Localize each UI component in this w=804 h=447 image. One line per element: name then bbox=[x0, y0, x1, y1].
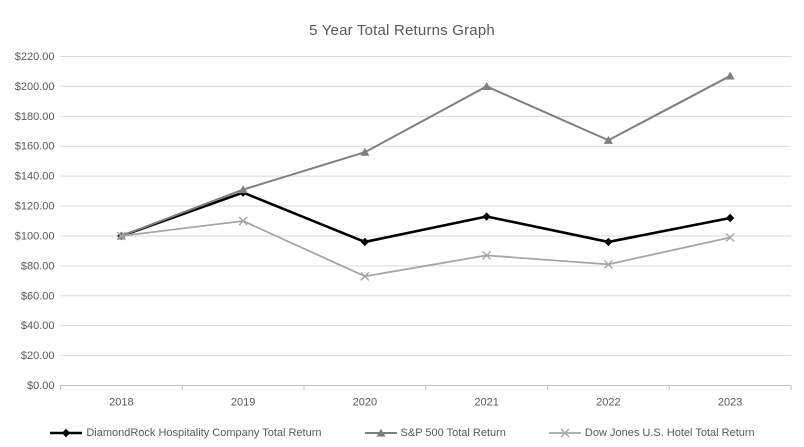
y-axis-tick-label: $20.00 bbox=[21, 350, 55, 362]
x-data-point-marker bbox=[238, 216, 248, 226]
y-axis-tick-label: $40.00 bbox=[21, 320, 55, 332]
chart-title: 5 Year Total Returns Graph bbox=[309, 22, 495, 39]
legend-label-3: Dow Jones U.S. Hotel Total Return bbox=[584, 427, 755, 439]
x-axis-tick-label: 2021 bbox=[474, 397, 498, 409]
x-axis-tick-label: 2020 bbox=[353, 397, 377, 409]
legend-item-2: S&P 500 Total Return bbox=[364, 427, 506, 439]
legend-label-2: S&P 500 Total Return bbox=[400, 427, 506, 439]
diamond-legend-marker-icon bbox=[50, 428, 83, 438]
triangle-data-point-marker bbox=[360, 147, 370, 156]
x-axis-tick-label: 2023 bbox=[718, 397, 742, 409]
series-line-2 bbox=[121, 75, 731, 237]
y-axis-tick-label: $60.00 bbox=[21, 290, 55, 302]
legend-item-3: Dow Jones U.S. Hotel Total Return bbox=[548, 427, 755, 439]
triangle-data-point-marker bbox=[238, 185, 248, 194]
x-axis-tick-label: 2019 bbox=[231, 397, 255, 409]
y-axis-tick-label: $120.00 bbox=[15, 201, 55, 213]
chart-legend: DiamondRock Hospitality Company Total Re… bbox=[0, 427, 804, 439]
x-axis-tick-label: 2022 bbox=[596, 397, 620, 409]
y-axis-tick-label: $100.00 bbox=[15, 230, 55, 242]
y-axis-tick-label: $180.00 bbox=[15, 111, 55, 123]
x-data-point-marker bbox=[116, 231, 126, 241]
diamond-data-point-marker bbox=[604, 237, 613, 247]
x-data-point-marker bbox=[360, 271, 370, 281]
y-axis-tick-label: $80.00 bbox=[21, 260, 55, 272]
y-axis-tick-label: $0.00 bbox=[27, 380, 55, 392]
x-legend-marker-icon bbox=[548, 428, 581, 438]
diamond-data-point-marker bbox=[360, 237, 370, 247]
y-axis-tick-label: $140.00 bbox=[15, 171, 55, 183]
series-line-3 bbox=[121, 220, 731, 278]
y-axis-tick-label: $200.00 bbox=[15, 81, 55, 93]
diamond-data-point-marker bbox=[725, 213, 735, 223]
triangle-data-point-marker bbox=[725, 71, 735, 80]
triangle-data-point-marker bbox=[603, 135, 613, 144]
x-axis-tick-label: 2018 bbox=[109, 397, 133, 409]
x-data-point-marker bbox=[482, 250, 492, 260]
y-axis-tick-label: $160.00 bbox=[15, 141, 55, 153]
diamond-data-point-marker bbox=[482, 212, 491, 221]
x-data-point-marker bbox=[603, 259, 613, 269]
y-axis-tick-label: $220.00 bbox=[15, 51, 55, 63]
legend-item-1: DiamondRock Hospitality Company Total Re… bbox=[49, 427, 322, 439]
series-line-1 bbox=[120, 191, 731, 244]
triangle-data-point-marker bbox=[482, 82, 492, 91]
x-data-point-marker bbox=[725, 232, 735, 242]
legend-label-1: DiamondRock Hospitality Company Total Re… bbox=[86, 427, 322, 439]
triangle-legend-marker-icon bbox=[364, 428, 397, 437]
